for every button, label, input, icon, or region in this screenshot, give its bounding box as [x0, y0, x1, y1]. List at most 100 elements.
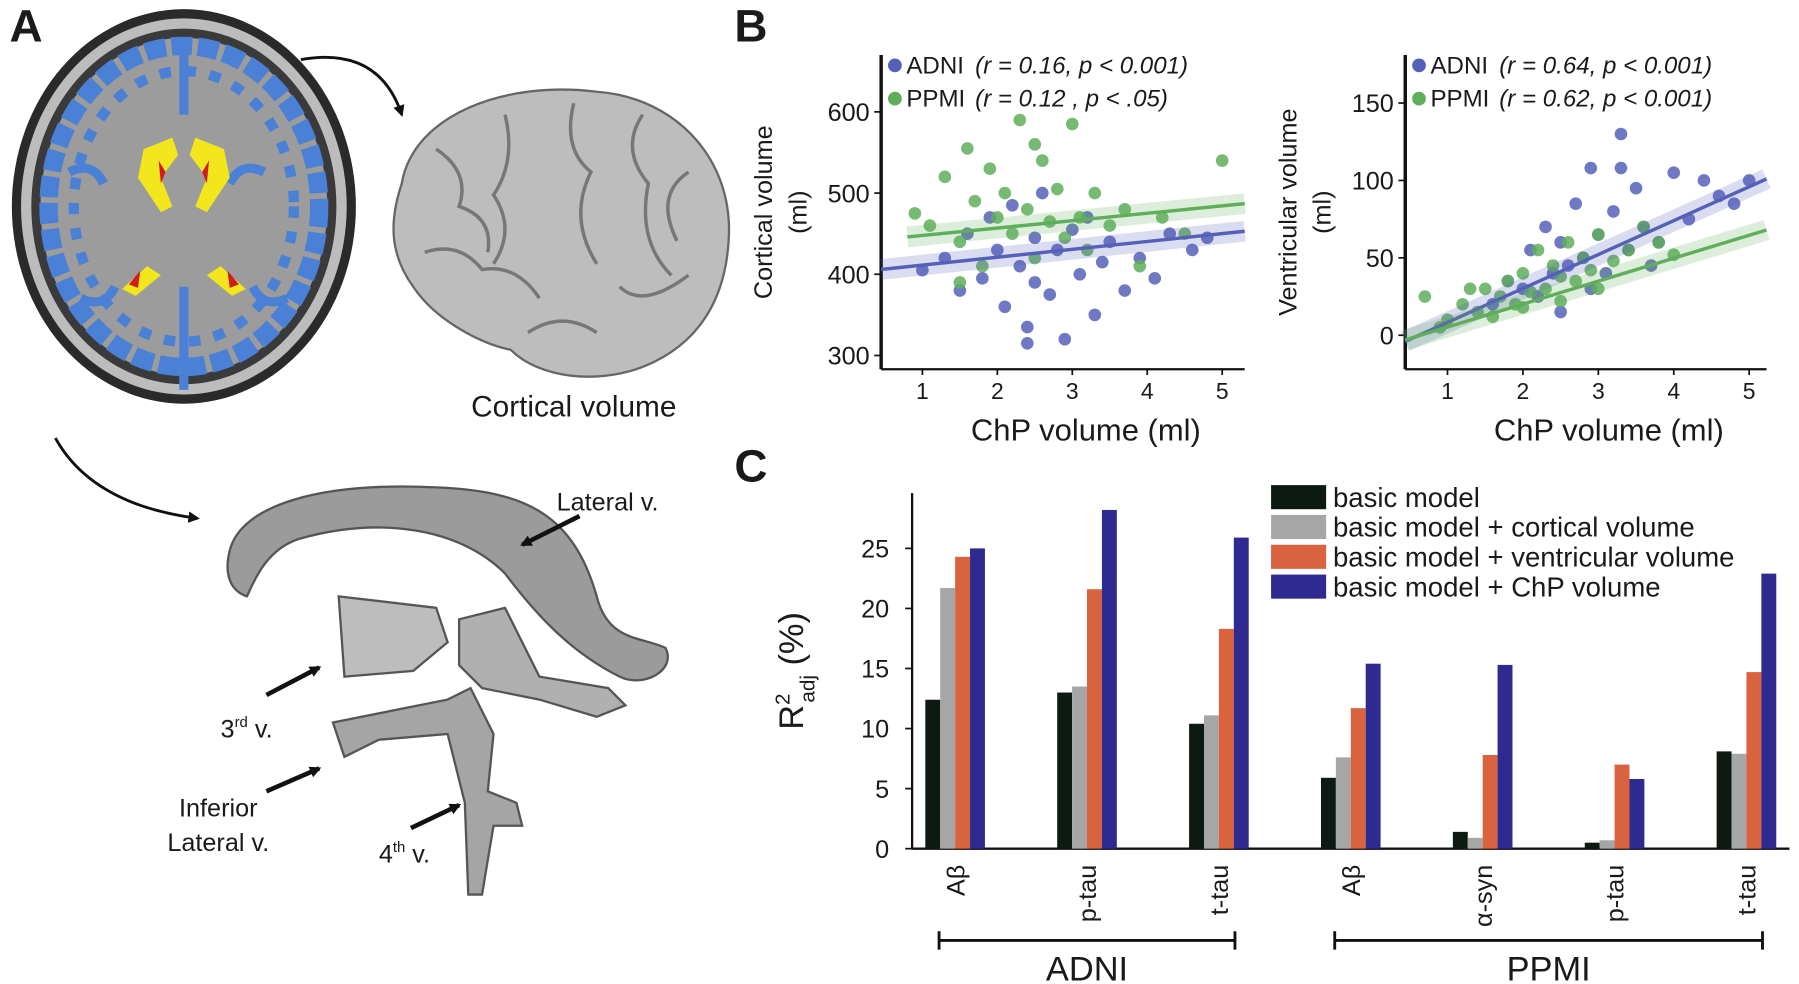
bar [1467, 837, 1483, 849]
scatter-point [1185, 243, 1199, 257]
x-tick-label: p-tau [1602, 865, 1630, 922]
legend-name: ADNI [906, 52, 964, 79]
scatter-point [1561, 236, 1575, 249]
bar [1497, 664, 1513, 849]
legend-label: basic model + cortical volume [1333, 512, 1695, 543]
scatter-point [1006, 198, 1019, 212]
legend-marker [1412, 91, 1426, 106]
scatter-point [998, 300, 1012, 314]
arrow [520, 514, 581, 547]
scatter-point [1592, 228, 1605, 241]
y-axis-label: (ml) [1309, 190, 1337, 233]
scatter-point [1088, 186, 1102, 200]
legend-name: PPMI [1430, 86, 1489, 113]
scatter-point [1554, 305, 1567, 319]
fit-line [1404, 228, 1768, 342]
x-tick-label: p-tau [1074, 865, 1102, 922]
bar [970, 548, 985, 849]
arrow [54, 437, 200, 523]
fit-line [1404, 177, 1768, 343]
y-axis-label: (ml) [785, 190, 813, 233]
y-tick-label: 500 [828, 180, 870, 208]
fit-line [907, 201, 1245, 239]
bar [1746, 672, 1762, 849]
third-label: 3rd v. [221, 715, 273, 743]
scatter-point [976, 272, 989, 285]
scatter-point [1554, 294, 1567, 308]
scatter-point [1133, 259, 1147, 273]
scatter-point [1652, 236, 1665, 249]
lateral-label: Lateral v. [557, 488, 659, 516]
y-tick-label: 10 [861, 716, 889, 744]
y-tick-label: 0 [1380, 322, 1394, 350]
scatter-point [1215, 154, 1229, 167]
y-tick-label: 5 [875, 776, 889, 804]
x-axis-label: ChP volume (ml) [971, 412, 1201, 447]
x-tick-label: 1 [1441, 378, 1454, 404]
label-sub: adj [797, 675, 820, 703]
x-tick-label: Aβ [1338, 865, 1366, 896]
label-sup: rd [235, 715, 248, 731]
cortex-label: Cortical volume [471, 390, 676, 423]
scatter-point [1418, 290, 1432, 303]
bar [1614, 764, 1630, 849]
scatter-point [1478, 282, 1492, 296]
arrow [300, 55, 405, 117]
legend-marker [888, 91, 902, 106]
legend-marker [888, 58, 902, 73]
group-bracket [937, 931, 1237, 950]
group-label: ADNI [1046, 951, 1128, 984]
y-axis-label: Ventricular volume [1274, 108, 1302, 315]
x-tick-label: 1 [916, 378, 929, 404]
bar [1189, 723, 1204, 849]
scatter-point [961, 142, 974, 155]
bar [1584, 842, 1600, 849]
arrow [265, 665, 322, 698]
y-tick-label: 600 [828, 99, 870, 127]
scatter-point [1539, 220, 1552, 234]
scatter-point [1667, 166, 1681, 180]
bar [1218, 628, 1234, 849]
label-rest: (%) [773, 612, 811, 675]
scatter-point [1095, 255, 1109, 269]
legend-swatch [1271, 574, 1327, 599]
scatter-point [1006, 227, 1019, 240]
bar [1716, 751, 1732, 849]
fit-line [880, 229, 1245, 272]
legend-swatch [1271, 544, 1327, 569]
bar [1452, 831, 1468, 849]
bar [1072, 686, 1088, 849]
scatter-point [953, 276, 967, 289]
scatter-point [1148, 272, 1162, 285]
group-bracket [1333, 931, 1764, 950]
scatter-point [1118, 284, 1132, 297]
label-sup: 2 [771, 693, 794, 704]
scatter-point [1546, 259, 1560, 272]
y-tick-label: 300 [828, 343, 870, 371]
scatter-point [1058, 231, 1072, 245]
legend-marker [1412, 58, 1426, 73]
scatter-point [1028, 231, 1042, 245]
scatter-point [1637, 220, 1650, 234]
scatter-point [1614, 127, 1628, 141]
legend-label: basic model [1333, 482, 1480, 513]
arrow [409, 803, 462, 831]
scatter-point [1539, 282, 1552, 296]
panel-label: A [10, 0, 43, 51]
scatter-point [976, 259, 989, 273]
x-tick-label: 4 [1667, 378, 1680, 404]
label-rest: v. [248, 715, 273, 743]
legend-stat: (r = 0.62, p < 0.001) [1499, 86, 1712, 113]
x-tick-label: t-tau [1206, 865, 1234, 915]
scatter-point [1065, 117, 1079, 131]
scatter-point [1036, 154, 1049, 167]
bar [1101, 509, 1117, 849]
scatter-point [1629, 181, 1643, 195]
bar [1335, 757, 1351, 849]
scatter-point [1584, 263, 1598, 277]
bar [1350, 708, 1366, 849]
legend-name: ADNI [1430, 52, 1488, 79]
scatter-point [1088, 308, 1102, 322]
scatter-point [1028, 276, 1042, 289]
scatter-point [1073, 267, 1087, 281]
